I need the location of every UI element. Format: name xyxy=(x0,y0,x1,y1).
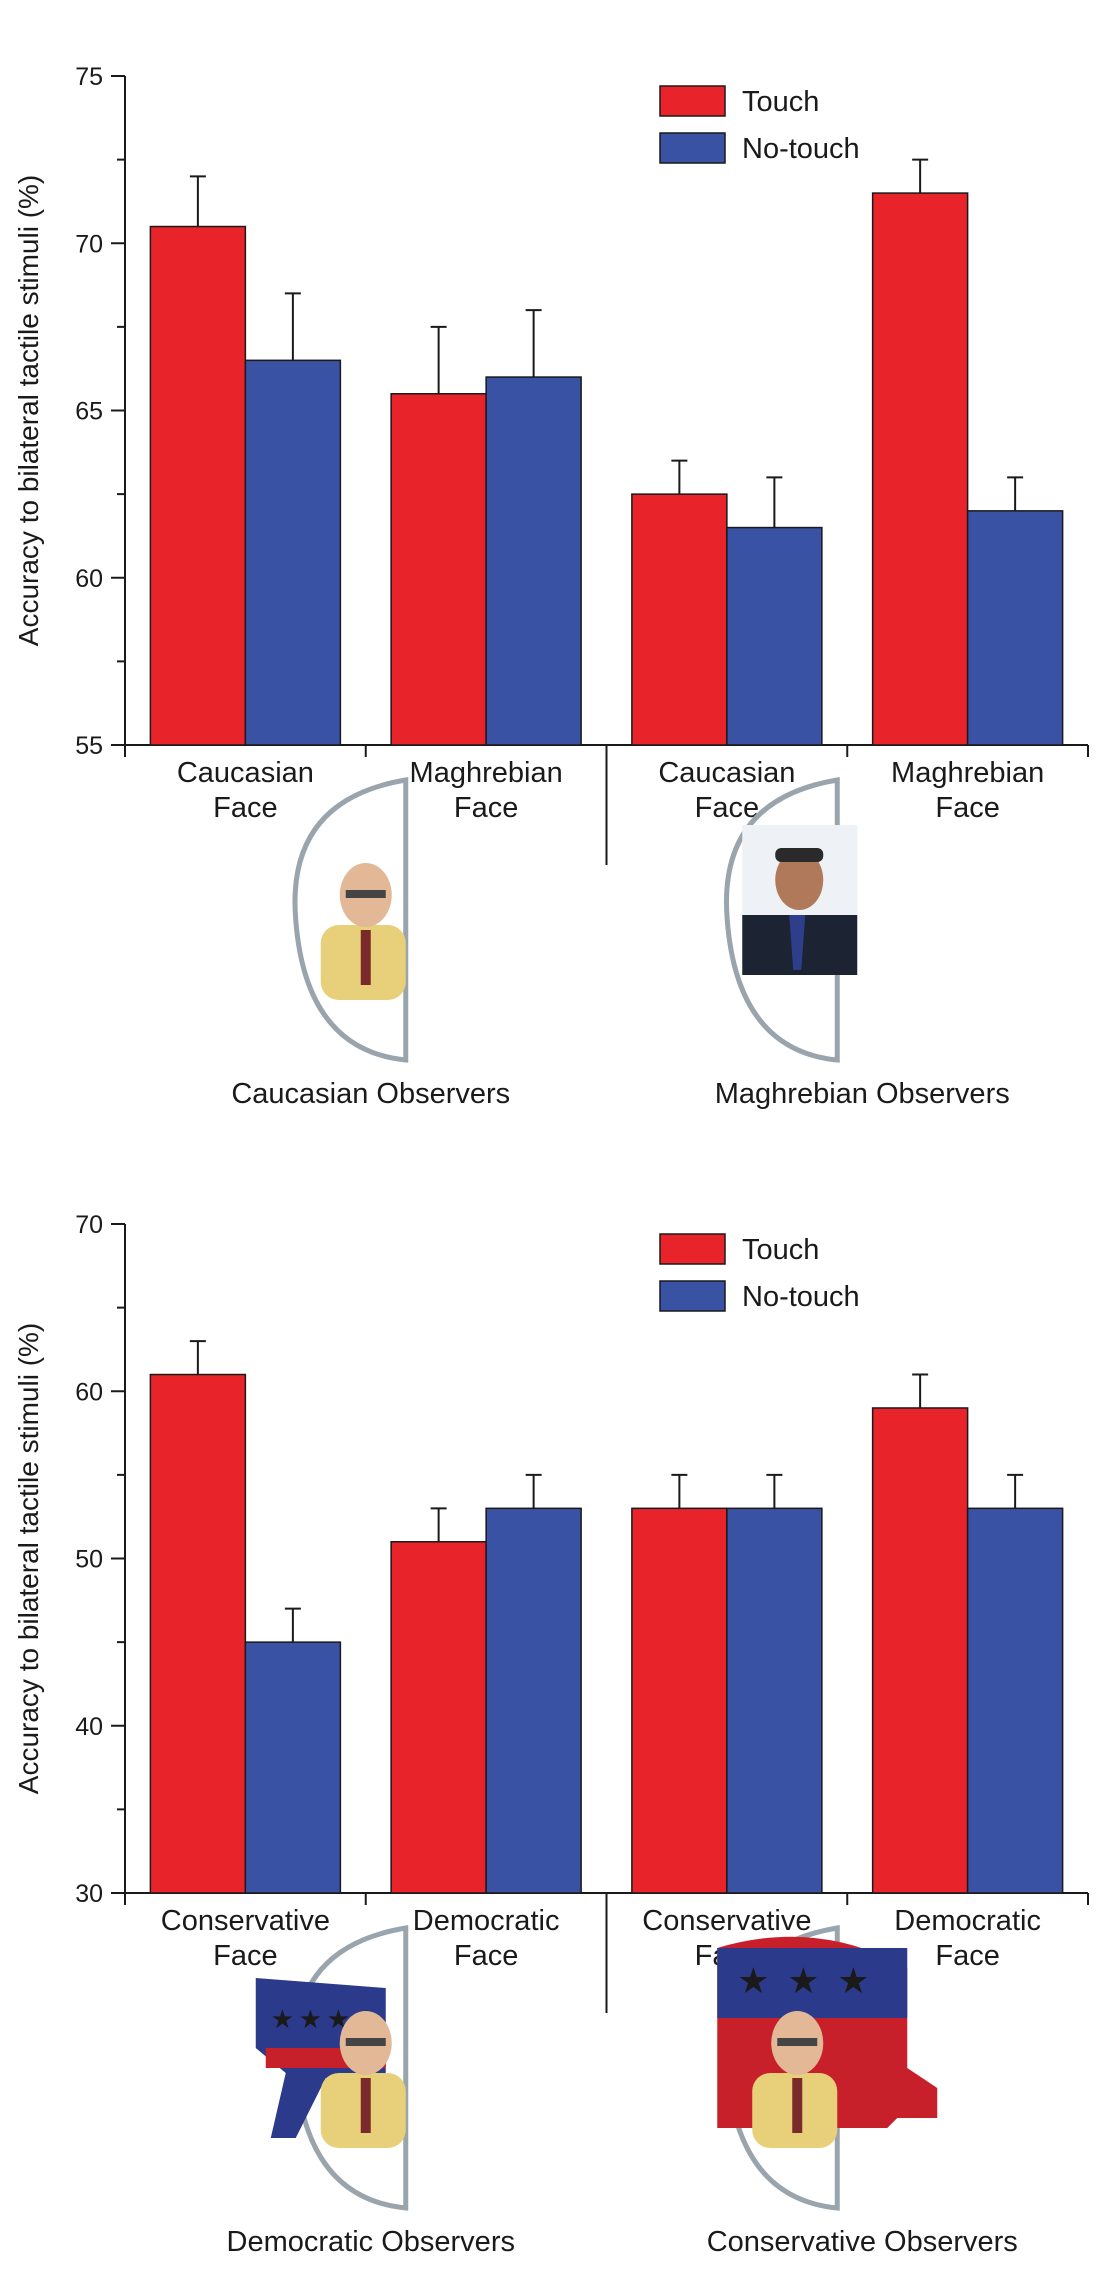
x-category-label: Face xyxy=(935,1940,999,1972)
bar-no-touch xyxy=(966,1507,1064,1894)
observer-group-label: Caucasian Observers xyxy=(231,1078,510,1110)
bar-touch xyxy=(390,1541,487,1894)
observer-group-label: Democratic Observers xyxy=(227,2226,515,2258)
bar-touch xyxy=(871,1407,969,1894)
tie-icon xyxy=(360,2078,371,2133)
y-tick-label: 55 xyxy=(75,732,103,760)
y-tick-label: 70 xyxy=(75,230,103,258)
bar-touch xyxy=(149,1373,247,1894)
star-icon: ★ xyxy=(787,1960,819,2001)
bar-no-touch xyxy=(726,526,823,746)
bar-no-touch xyxy=(244,359,342,746)
bar-no-touch xyxy=(485,376,582,746)
y-tick-label: 65 xyxy=(75,398,103,426)
star-icon: ★ xyxy=(299,2004,322,2034)
x-category-label: Democratic xyxy=(894,1905,1041,1937)
legend-label-no-touch: No-touch xyxy=(742,133,860,165)
bar-no-touch xyxy=(966,510,1064,746)
x-category-label: Face xyxy=(213,792,277,824)
x-category-label: Democratic xyxy=(413,1905,560,1937)
bar-no-touch xyxy=(726,1507,823,1894)
y-tick-label: 30 xyxy=(75,1880,103,1908)
y-tick-label: 70 xyxy=(75,1211,103,1239)
y-axis-title: Accuracy to bilateral tactile stimuli (%… xyxy=(13,1323,44,1794)
chart-politics: 30 40 50 60 70 Accuracy to bilateral tactile … xyxy=(13,1211,1089,2258)
tie-icon xyxy=(789,915,806,970)
y-tick-label: 40 xyxy=(75,1713,103,1741)
chart-panel-ethnicity: 55 60 65 70 75 Accuracy to bilateral tactile … xyxy=(13,63,1089,1110)
y-tick-label: 50 xyxy=(75,1546,103,1574)
x-category-label: Face xyxy=(213,1940,277,1972)
star-icon: ★ xyxy=(737,1960,769,2001)
legend-swatch-touch xyxy=(659,1233,726,1265)
y-axis-title: Accuracy to bilateral tactile stimuli (%… xyxy=(13,175,44,646)
star-icon: ★ xyxy=(271,2004,294,2034)
x-category-label: Face xyxy=(454,1940,518,1972)
x-category-label: Conservative xyxy=(642,1905,811,1937)
y-tick-label: 75 xyxy=(75,63,103,91)
legend-label-touch: Touch xyxy=(742,1234,819,1266)
legend-swatch-no-touch xyxy=(659,1280,726,1312)
x-category-label: Caucasian xyxy=(177,757,314,789)
bar-touch xyxy=(631,1507,728,1894)
caucasian-man-photo-icon xyxy=(292,777,409,1063)
legend-label-touch: Touch xyxy=(742,86,819,118)
bar-touch xyxy=(390,393,487,746)
glasses-icon xyxy=(345,2038,386,2046)
x-category-label: Face xyxy=(695,792,759,824)
chart-panel-politics: 30 40 50 60 70 Accuracy to bilateral tactile … xyxy=(0,1148,1112,2296)
x-category-label: Conservative xyxy=(161,1905,330,1937)
hair-icon xyxy=(775,848,824,862)
glasses-icon xyxy=(345,890,386,898)
x-category-label: Caucasian xyxy=(658,757,795,789)
face-icon xyxy=(775,850,824,910)
bar-touch xyxy=(871,192,969,746)
x-category-label: Maghrebian xyxy=(410,757,563,789)
republican-elephant-photo-icon: ★ ★ ★ xyxy=(717,1925,938,2211)
bar-no-touch xyxy=(244,1641,342,1894)
bar-touch xyxy=(631,493,728,746)
y-tick-label: 60 xyxy=(75,1378,103,1406)
observer-group-label: Maghrebian Observers xyxy=(715,1078,1010,1110)
bar-touch xyxy=(149,225,247,746)
legend-swatch-no-touch xyxy=(659,132,726,164)
x-category-label: Face xyxy=(454,792,518,824)
chart-ethnicity: 55 60 65 70 75 Accuracy to bilateral tactile … xyxy=(13,63,1089,1110)
legend-label-no-touch: No-touch xyxy=(742,1281,860,1313)
x-category-label: Face xyxy=(935,792,999,824)
bar-no-touch xyxy=(485,1507,582,1894)
glasses-icon xyxy=(777,2038,818,2046)
elephant-band-icon xyxy=(717,1948,908,2018)
observer-group-label: Conservative Observers xyxy=(707,2226,1018,2258)
tie-icon xyxy=(792,2078,803,2133)
x-category-label: Maghrebian xyxy=(891,757,1044,789)
legend-swatch-touch xyxy=(659,85,726,117)
tie-icon xyxy=(360,930,371,985)
y-tick-label: 60 xyxy=(75,565,103,593)
star-icon: ★ xyxy=(837,1960,869,2001)
democratic-donkey-photo-icon: ★★★★ xyxy=(255,1925,409,2211)
maghrebian-man-photo-icon xyxy=(723,777,858,1063)
